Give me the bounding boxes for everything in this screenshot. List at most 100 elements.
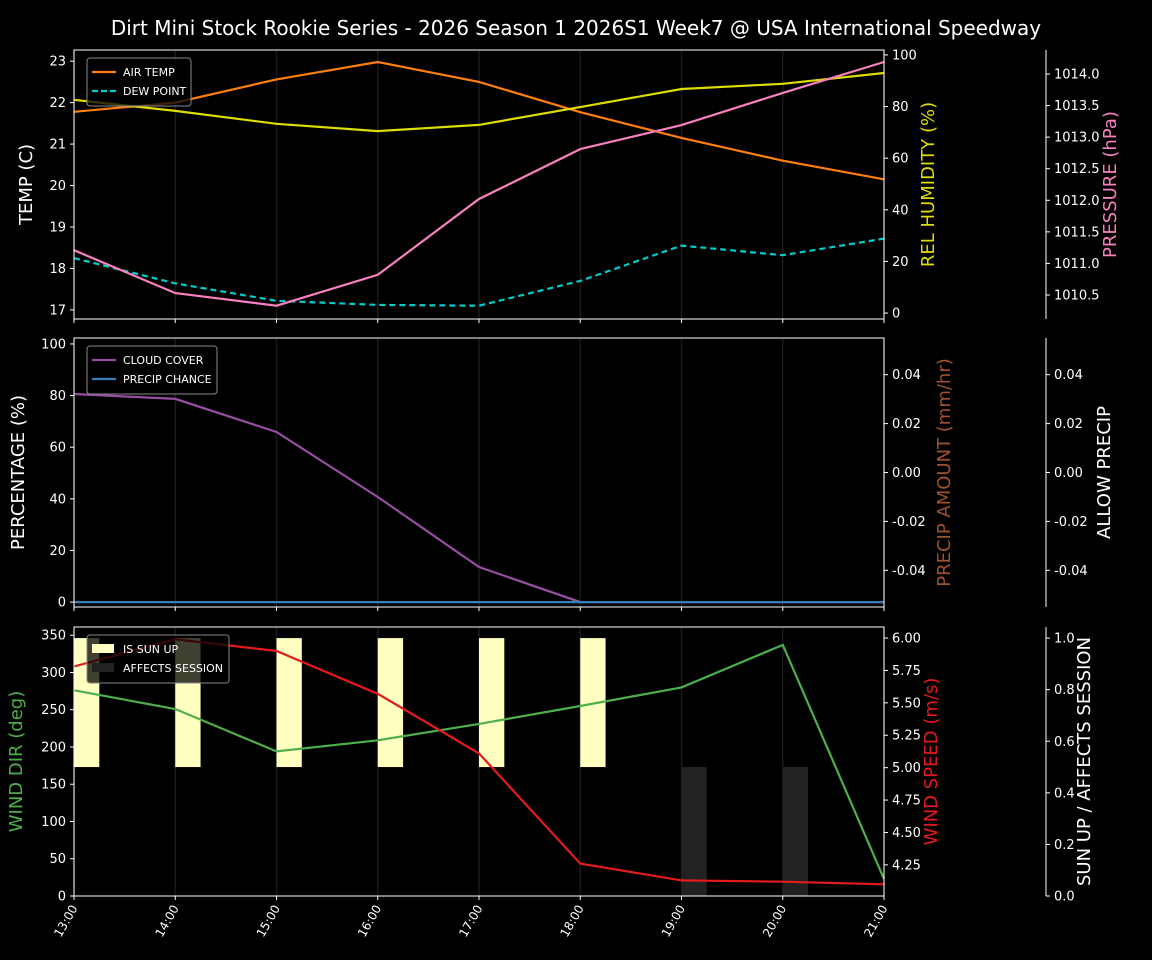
bar-affects-session xyxy=(782,767,809,896)
bar-is-sun-up xyxy=(377,638,404,768)
y-tick-label: 1011.0 xyxy=(1054,257,1100,272)
panel-3: 0 50 100 150 200 250 300 350 WIND DIR (deg) 4.25 4… xyxy=(6,626,1095,940)
chart-title: Dirt Mini Stock Rookie Series - 2026 Sea… xyxy=(111,16,1041,40)
y-tick-label: 60 xyxy=(49,441,66,456)
y-tick-label: 17 xyxy=(49,303,66,318)
y-tick-label: -0.04 xyxy=(1054,564,1088,579)
legend-label: AFFECTS SESSION xyxy=(123,662,223,675)
y-tick-label: 100 xyxy=(41,337,66,352)
y-tick-label: 1013.0 xyxy=(1054,131,1100,146)
legend: AIR TEMP DEW POINT xyxy=(86,57,192,107)
y-tick-label: 20 xyxy=(49,179,66,194)
y-tick-label: 100 xyxy=(892,48,917,63)
series-line-left-axis xyxy=(73,643,886,880)
y-tick-label: 4.50 xyxy=(892,826,921,841)
bar-is-sun-up xyxy=(479,638,505,768)
y-tick-label: 0.4 xyxy=(1054,786,1075,801)
y-tick-label: 5.00 xyxy=(892,761,921,776)
y-tick-label: 1011.5 xyxy=(1054,225,1100,240)
y-tick-label: 0.8 xyxy=(1054,683,1075,698)
legend-label: IS SUN UP xyxy=(123,643,179,656)
legend-label: PRECIP CHANCE xyxy=(123,373,212,386)
y-tick-label: 100 xyxy=(41,815,66,830)
y-tick-label: 40 xyxy=(49,492,66,507)
y-tick-label: 250 xyxy=(41,703,66,718)
axis-label-third: ALLOW PRECIP xyxy=(1094,406,1115,539)
y-tick-label: 200 xyxy=(41,740,66,755)
y-tick-label: -0.02 xyxy=(1054,515,1088,530)
axis-label-third: PRESSURE (hPa) xyxy=(1100,111,1121,258)
y-tick-label: 20 xyxy=(892,255,909,270)
y-tick-label: 21 xyxy=(49,138,66,153)
legend-box xyxy=(86,634,230,684)
y-tick-label: 0.00 xyxy=(1054,466,1083,481)
y-tick-label: 5.25 xyxy=(892,729,921,744)
y-tick-label: 4.25 xyxy=(892,858,921,873)
y-tick-label: 4.75 xyxy=(892,794,921,809)
x-tick-label: 16:00 xyxy=(355,903,384,940)
y-tick-label: 40 xyxy=(892,203,909,218)
y-tick-label: -0.02 xyxy=(892,515,926,530)
axis-label-left: TEMP (C) xyxy=(16,144,37,226)
y-tick-label: 1012.0 xyxy=(1054,194,1100,209)
axis-label-right: REL HUMIDITY (%) xyxy=(918,102,939,267)
series-line-right-axis xyxy=(73,71,885,133)
y-tick-label: 18 xyxy=(49,262,66,277)
y-tick-label: 50 xyxy=(49,852,66,867)
axis-label-right: WIND SPEED (m/s) xyxy=(921,678,942,846)
x-tick-label: 13:00 xyxy=(51,903,80,940)
panel-1: 17 18 19 20 21 22 23 TEMP (C) 0 20 40 60 80 100 REL HU… xyxy=(16,48,1121,323)
x-tick-label: 15:00 xyxy=(254,903,283,940)
series-line-third-axis xyxy=(73,60,885,307)
x-tick-label: 19:00 xyxy=(659,903,688,940)
y-tick-label: 1010.5 xyxy=(1054,289,1100,304)
y-tick-label: 0.04 xyxy=(892,368,921,383)
axis-label-left: PERCENTAGE (%) xyxy=(8,395,29,550)
y-tick-label: 19 xyxy=(49,220,66,235)
y-tick-label: 6.00 xyxy=(892,632,921,647)
y-tick-label: 350 xyxy=(41,629,66,644)
y-tick-label: 0.00 xyxy=(892,466,921,481)
axis-label-right: PRECIP AMOUNT (mm/hr) xyxy=(934,358,955,587)
y-tick-label: 80 xyxy=(49,389,66,404)
legend: CLOUD COVER PRECIP CHANCE xyxy=(86,345,218,395)
y-tick-label: 0.6 xyxy=(1054,735,1075,750)
legend-label: AIR TEMP xyxy=(123,66,175,79)
x-tick-label: 17:00 xyxy=(456,903,485,940)
y-tick-label: 5.75 xyxy=(892,664,921,679)
legend: IS SUN UP AFFECTS SESSION xyxy=(86,634,230,684)
y-tick-label: 0.0 xyxy=(1054,890,1075,905)
y-tick-label: 80 xyxy=(892,100,909,115)
bar-affects-session xyxy=(681,767,707,896)
x-tick-label: 21:00 xyxy=(861,903,890,940)
y-tick-label: 23 xyxy=(49,55,66,70)
axis-label-third: SUN UP / AFFECTS SESSION xyxy=(1074,637,1095,886)
legend-label: CLOUD COVER xyxy=(123,354,204,367)
y-tick-label: 0 xyxy=(58,890,66,905)
y-tick-label: 1014.0 xyxy=(1054,67,1100,82)
legend-label: DEW POINT xyxy=(123,85,187,98)
y-tick-label: 1012.5 xyxy=(1054,162,1100,177)
x-tick-label: 14:00 xyxy=(152,903,181,940)
y-tick-label: 300 xyxy=(41,666,66,681)
y-tick-label: 0.04 xyxy=(1054,368,1083,383)
y-tick-label: 0.2 xyxy=(1054,838,1075,853)
y-tick-label: 0 xyxy=(892,307,900,322)
y-tick-label: -0.04 xyxy=(892,564,926,579)
series-line-air-temp xyxy=(73,60,885,181)
panel-2: 0 20 40 60 80 100 PERCENTAGE (%) -0.04 -0.02 0.00… xyxy=(8,337,1115,611)
y-tick-label: 60 xyxy=(892,152,909,167)
y-tick-label: 150 xyxy=(41,778,66,793)
y-tick-label: 22 xyxy=(49,96,66,111)
legend-swatch xyxy=(92,663,114,672)
y-tick-label: 1013.5 xyxy=(1054,99,1100,114)
x-tick-label: 20:00 xyxy=(760,903,789,940)
y-tick-label: 5.50 xyxy=(892,696,921,711)
legend-swatch xyxy=(92,644,114,653)
x-tick-label: 18:00 xyxy=(557,903,586,940)
y-tick-label: 20 xyxy=(49,544,66,559)
y-tick-label: 0 xyxy=(58,596,66,611)
y-tick-label: 0.02 xyxy=(892,417,921,432)
legend-box xyxy=(86,57,192,107)
